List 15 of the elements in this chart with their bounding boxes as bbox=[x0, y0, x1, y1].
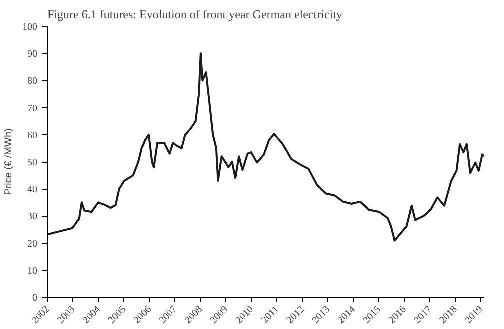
y-tick-label: 10 bbox=[28, 266, 38, 277]
y-tick-label: 100 bbox=[22, 22, 38, 33]
y-tick-label: 40 bbox=[28, 184, 38, 196]
y-tick-label: 90 bbox=[28, 49, 38, 60]
y-axis-title: Price (€ /MWh) bbox=[4, 128, 14, 196]
y-tick-label: 30 bbox=[28, 212, 38, 223]
y-tick-label: 50 bbox=[28, 158, 38, 168]
y-tick-label: 80 bbox=[28, 76, 38, 88]
y-tick-label: 0 bbox=[32, 293, 38, 304]
chart-title: Figure 6.1 futures: Evolution of front year German electricity bbox=[48, 8, 342, 22]
x-tick-label: 2011 bbox=[260, 304, 282, 326]
line-series bbox=[48, 52, 484, 242]
y-tick-label: 60 bbox=[28, 130, 38, 142]
y-tick-label: 70 bbox=[28, 103, 38, 114]
y-tick-label: 20 bbox=[28, 238, 38, 250]
